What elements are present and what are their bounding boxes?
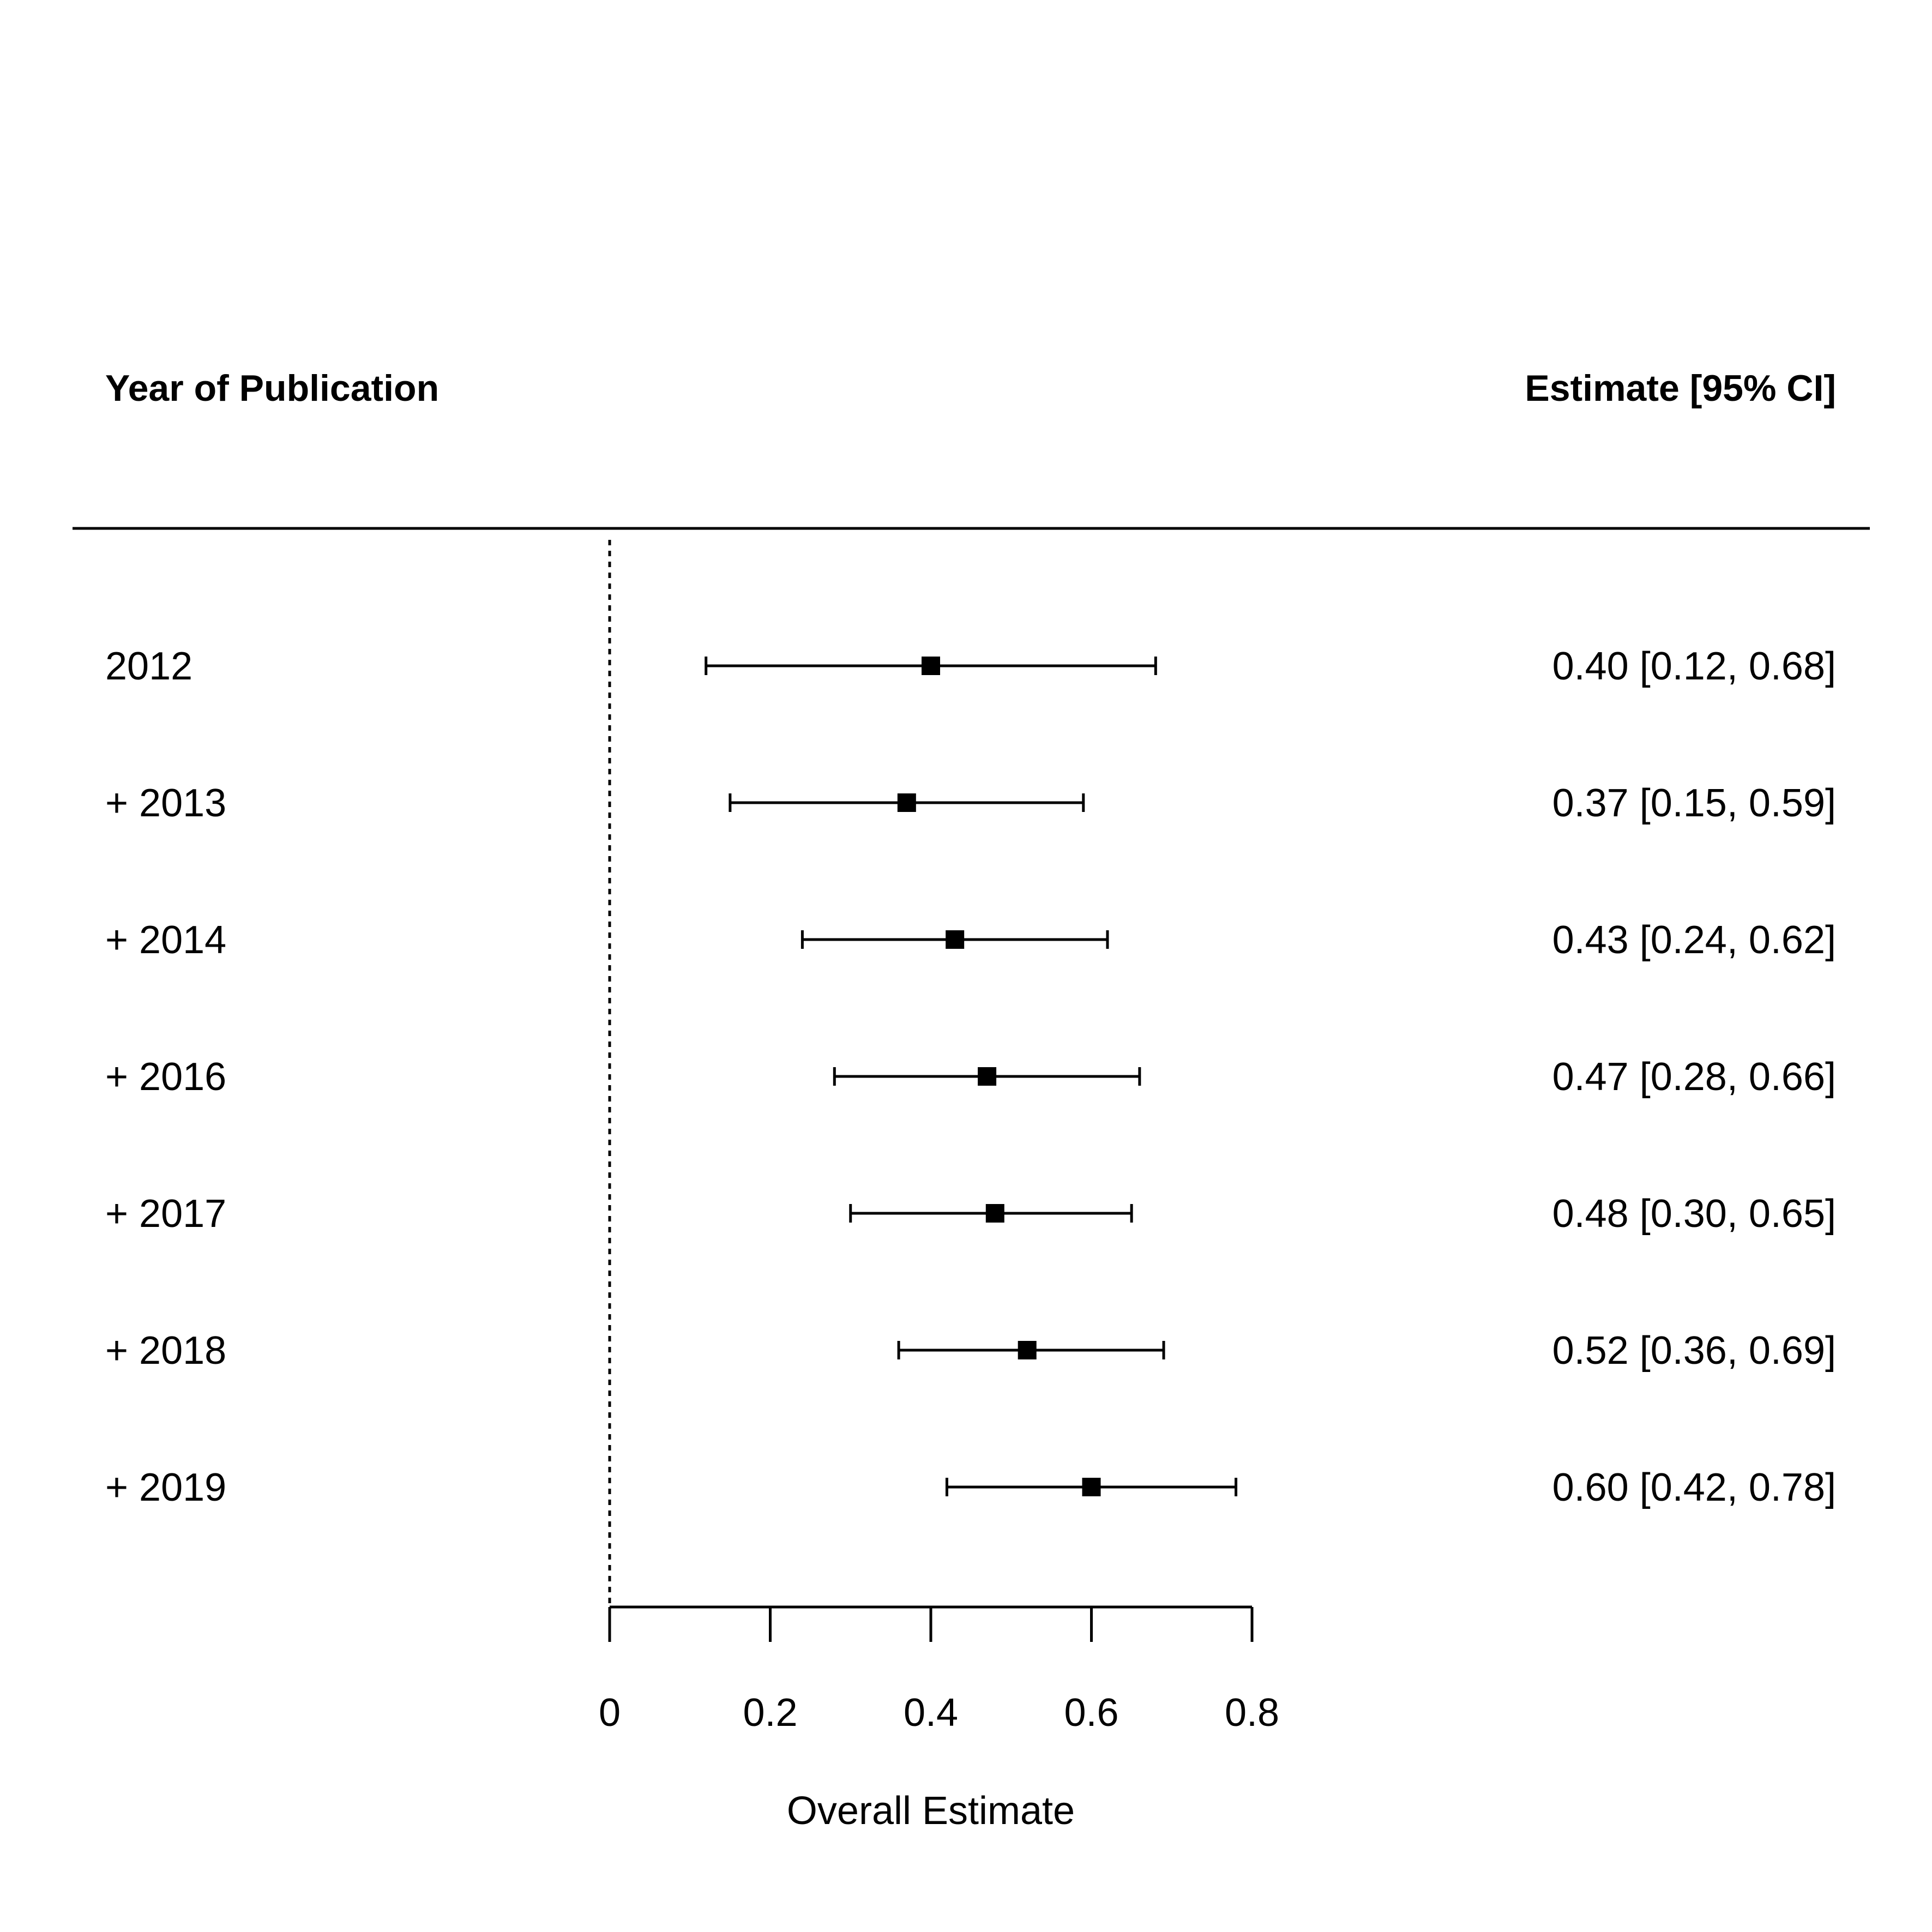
row-estimate-text: 0.43 [0.24, 0.62] — [1552, 918, 1836, 962]
row-label: + 2019 — [105, 1466, 226, 1509]
x-axis: 0 0.2 0.4 0.6 0.8 — [599, 1605, 1279, 1735]
row-label: + 2018 — [105, 1329, 226, 1373]
x-tick-label: 0.4 — [904, 1691, 958, 1735]
right-column-header: Estimate [95% CI] — [1525, 368, 1836, 409]
estimate-marker — [1082, 1478, 1101, 1496]
row-label: + 2017 — [105, 1192, 226, 1236]
x-axis-title: Overall Estimate — [787, 1789, 1075, 1833]
forest-row: + 2017 0.48 [0.30, 0.65] — [105, 1192, 1836, 1236]
forest-row: + 2014 0.43 [0.24, 0.62] — [105, 918, 1836, 962]
x-tick-label: 0.6 — [1064, 1691, 1118, 1735]
row-estimate-text: 0.60 [0.42, 0.78] — [1552, 1466, 1836, 1509]
forest-row: 2012 0.40 [0.12, 0.68] — [105, 645, 1836, 688]
row-estimate-text: 0.37 [0.15, 0.59] — [1552, 781, 1836, 825]
estimate-marker — [946, 930, 965, 949]
estimate-marker — [985, 1204, 1004, 1223]
forest-row: + 2013 0.37 [0.15, 0.59] — [105, 781, 1836, 825]
row-label: 2012 — [105, 645, 192, 688]
row-label: + 2014 — [105, 918, 226, 962]
row-estimate-text: 0.47 [0.28, 0.66] — [1552, 1055, 1836, 1099]
estimate-marker — [897, 793, 916, 812]
rows-layer: 2012 0.40 [0.12, 0.68] + 2013 0.37 [0.15, 0… — [105, 540, 1836, 1606]
row-label: + 2016 — [105, 1055, 226, 1099]
row-estimate-text: 0.40 [0.12, 0.68] — [1552, 645, 1836, 688]
x-tick-label: 0.8 — [1225, 1691, 1279, 1735]
forest-row: + 2016 0.47 [0.28, 0.66] — [105, 1055, 1836, 1099]
estimate-marker — [1018, 1341, 1037, 1359]
row-estimate-text: 0.52 [0.36, 0.69] — [1552, 1329, 1836, 1373]
x-tick-label: 0 — [599, 1691, 621, 1735]
left-column-header: Year of Publication — [105, 368, 439, 409]
forest-row: + 2018 0.52 [0.36, 0.69] — [105, 1329, 1836, 1373]
x-tick-label: 0.2 — [743, 1691, 797, 1735]
estimate-marker — [978, 1067, 997, 1086]
estimate-marker — [922, 657, 940, 675]
row-estimate-text: 0.48 [0.30, 0.65] — [1552, 1192, 1836, 1236]
forest-row: + 2019 0.60 [0.42, 0.78] — [105, 1466, 1836, 1509]
row-label: + 2013 — [105, 781, 226, 825]
